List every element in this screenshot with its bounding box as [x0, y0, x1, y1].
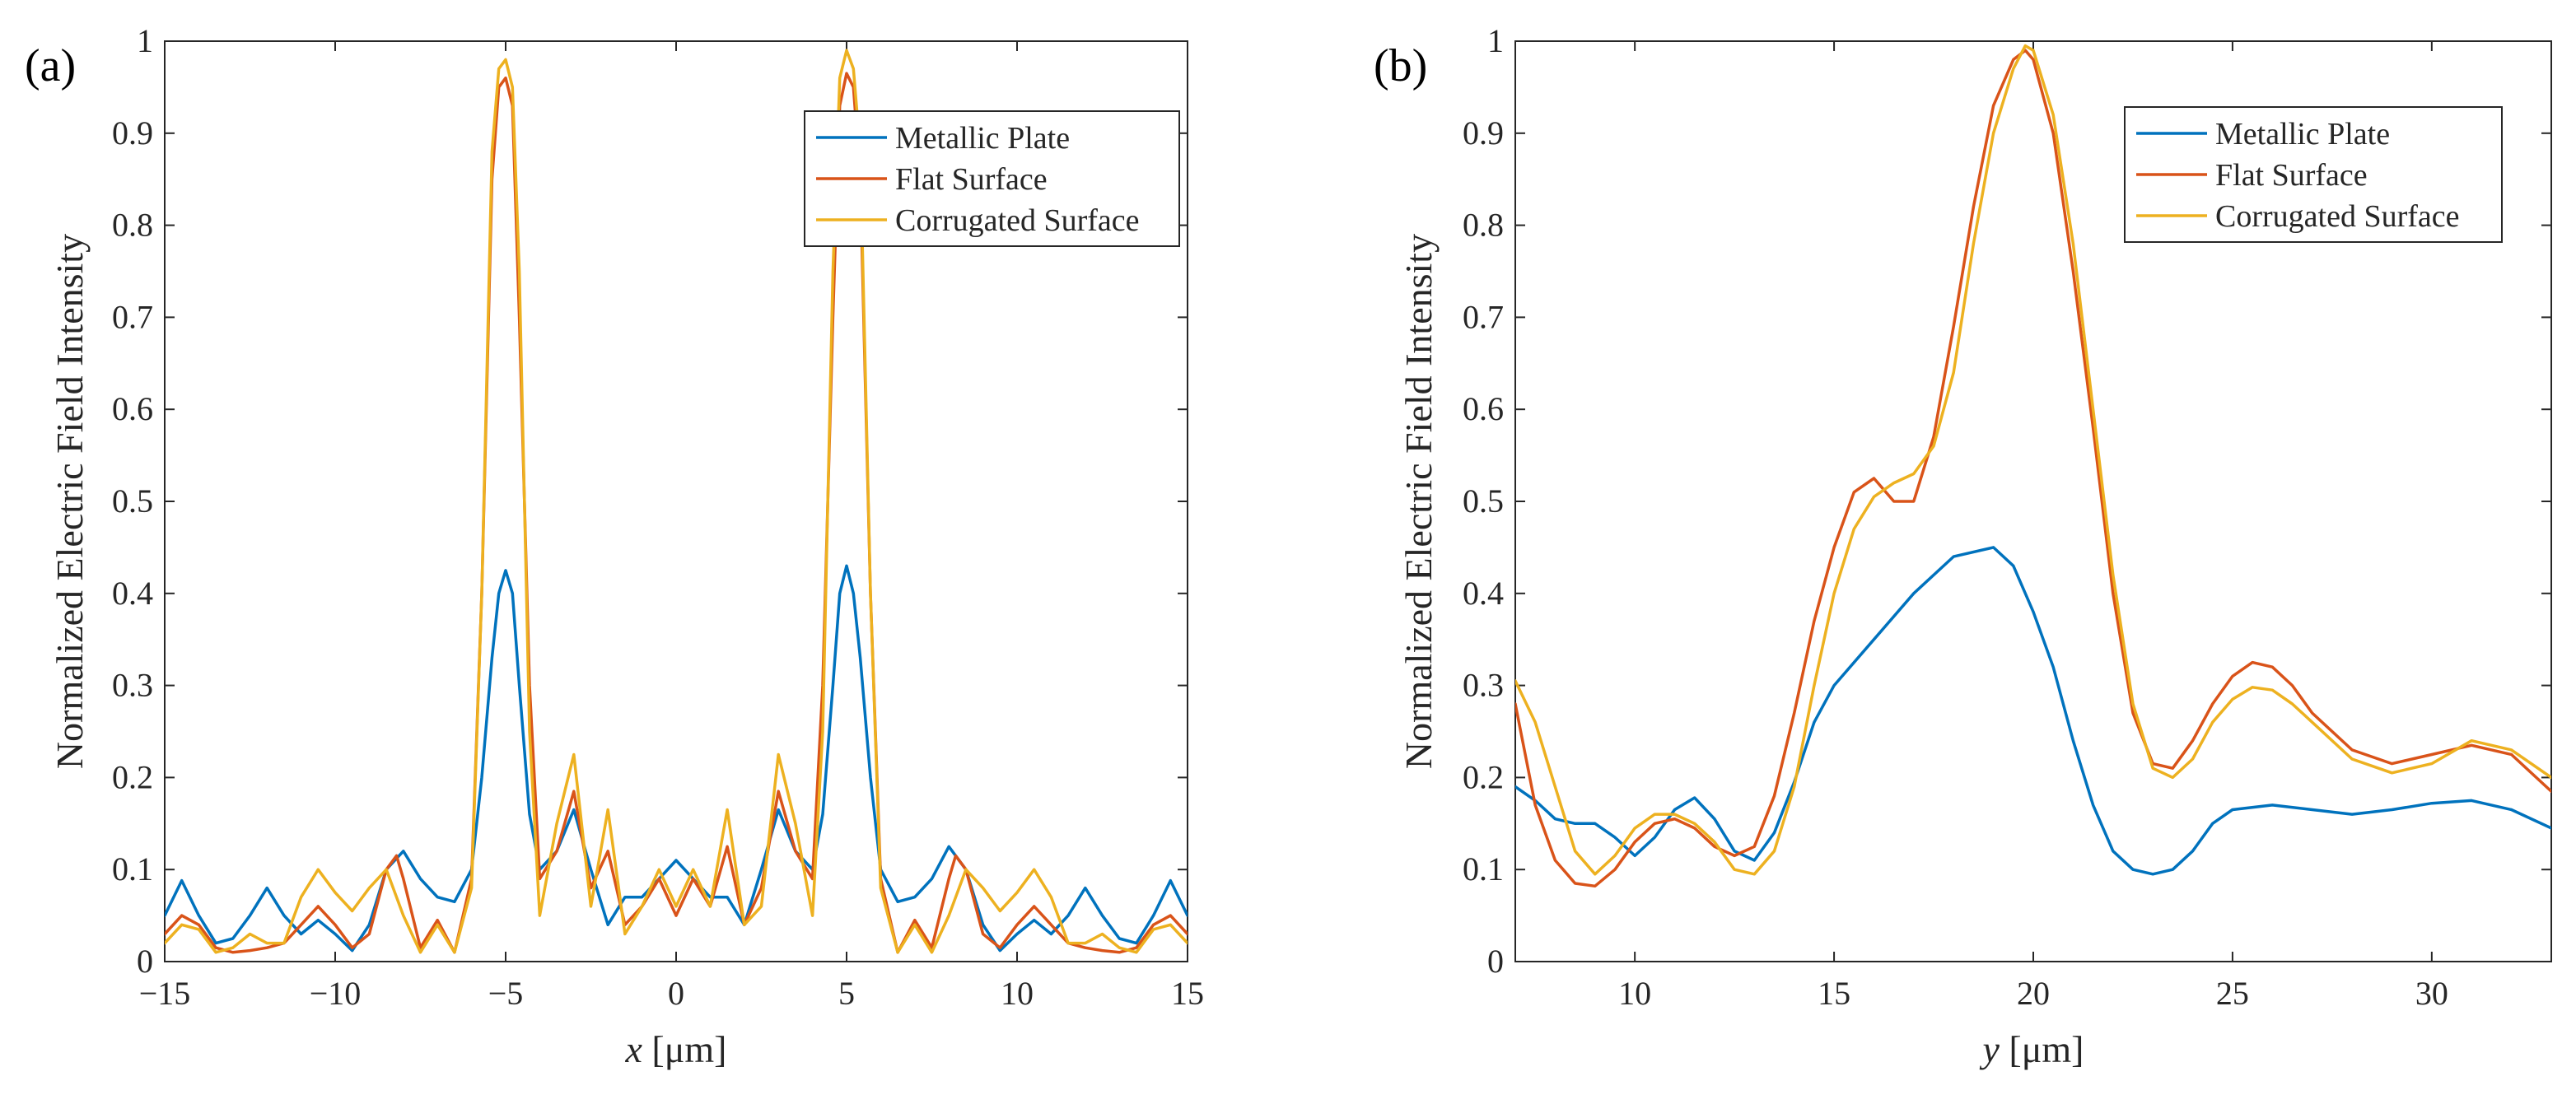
- y-tick-label: 0.5: [112, 482, 153, 519]
- x-tick-label: 15: [1818, 975, 1850, 1012]
- series-line-corrugated-surface: [165, 49, 1188, 954]
- x-axis-unit: [μm]: [2000, 1028, 2084, 1070]
- legend: Metallic Plate Flat Surface Corrugated Sur…: [804, 110, 1180, 247]
- y-axis-title: Normalized Electric Field Intensity: [49, 234, 91, 769]
- legend-label: Metallic Plate: [2215, 117, 2390, 151]
- panel-b: 0 0.1 0.2 0.3 0.4 0.5 0.6 0.7 0.8 0.9 1 10 15 20 25 30 M…: [1374, 22, 2552, 1070]
- y-tick-label: 0.8: [1463, 207, 1504, 244]
- panel-label: (b): [1374, 40, 1427, 91]
- legend: Metallic Plate Flat Surface Corrugated Sur…: [2124, 106, 2503, 243]
- x-axis-title: x [μm]: [624, 1028, 726, 1070]
- x-tick-label: 0: [668, 975, 684, 1012]
- panel-label: (a): [25, 40, 76, 91]
- y-tick-label: 0.3: [1463, 667, 1504, 704]
- x-axis-variable: x: [624, 1028, 642, 1070]
- series-line-corrugated-surface: [1515, 44, 2551, 876]
- x-tick-label: −5: [488, 975, 524, 1012]
- y-tick-label: 0.4: [112, 575, 153, 612]
- y-tick-label: 0.9: [1463, 114, 1504, 151]
- y-tick-label: 0.5: [1463, 482, 1504, 519]
- y-tick-label: 0.2: [1463, 758, 1504, 795]
- x-axis-title: y [μm]: [1979, 1028, 2084, 1070]
- y-tick-label: 0.8: [112, 207, 153, 244]
- series-line-flat-surface: [1515, 49, 2551, 888]
- x-axis-unit: [μm]: [642, 1028, 727, 1070]
- x-tick-label: 20: [2017, 975, 2050, 1012]
- x-tick-label: −10: [310, 975, 362, 1012]
- y-tick-label: 0.6: [1463, 390, 1504, 427]
- x-tick-label: −15: [139, 975, 191, 1012]
- legend-label: Corrugated Surface: [2215, 199, 2460, 234]
- legend-label: Corrugated Surface: [895, 203, 1140, 238]
- x-tick-label: 5: [838, 975, 855, 1012]
- x-tick-label: 30: [2415, 975, 2448, 1012]
- y-tick-label: 0: [137, 943, 153, 980]
- series-line-metallic-plate: [1515, 546, 2551, 876]
- x-axis-variable: y: [1979, 1028, 2000, 1070]
- y-tick-label: 0: [1487, 943, 1504, 980]
- panel-a: 0 0.1 0.2 0.3 0.4 0.5 0.6 0.7 0.8 0.9 1 −15 −10 −5 0 5 1…: [25, 22, 1204, 1070]
- y-tick-label: 1: [1487, 22, 1504, 59]
- x-tick-label: 10: [1618, 975, 1651, 1012]
- y-tick-label: 1: [137, 22, 153, 59]
- y-tick-label: 0.1: [1463, 850, 1504, 887]
- y-axis-title: Normalized Electric Field Intensity: [1398, 234, 1440, 769]
- y-tick-label: 0.7: [112, 298, 153, 335]
- y-tick-label: 0.7: [1463, 298, 1504, 335]
- y-tick-label: 0.1: [112, 850, 153, 887]
- y-tick-label: 0.4: [1463, 575, 1504, 612]
- y-tick-label: 0.2: [112, 758, 153, 795]
- x-tick-label: 10: [1001, 975, 1034, 1012]
- series-line-flat-surface: [165, 72, 1188, 954]
- y-tick-label: 0.9: [112, 114, 153, 151]
- y-tick-label: 0.6: [112, 390, 153, 427]
- x-tick-label: 15: [1171, 975, 1204, 1012]
- legend-label: Metallic Plate: [895, 121, 1070, 156]
- y-tick-label: 0.3: [112, 667, 153, 704]
- legend-label: Flat Surface: [2215, 158, 2368, 193]
- legend-label: Flat Surface: [895, 162, 1048, 197]
- x-tick-label: 25: [2216, 975, 2249, 1012]
